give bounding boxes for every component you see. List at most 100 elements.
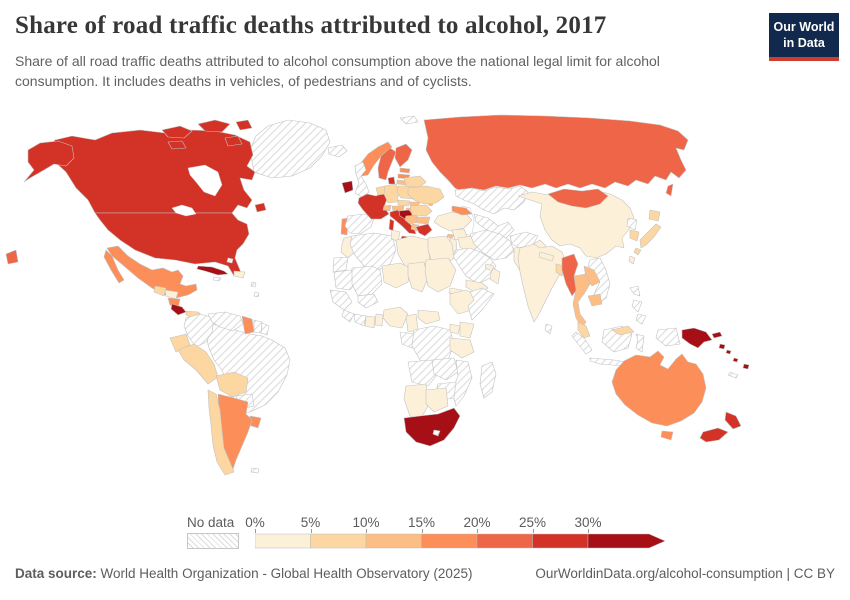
owid-url-text[interactable]: OurWorldinData.org/alcohol-consumption |… bbox=[535, 566, 835, 581]
country-solomon-islands[interactable] bbox=[718, 343, 726, 350]
country-sri-lanka[interactable] bbox=[544, 323, 553, 335]
country-caucasus[interactable] bbox=[451, 205, 473, 216]
country-estonia[interactable] bbox=[399, 167, 411, 174]
country-russia-sakhalin[interactable] bbox=[665, 183, 674, 197]
country-canada[interactable] bbox=[44, 129, 256, 214]
country-kazakhstan[interactable] bbox=[454, 185, 529, 215]
country-uganda[interactable] bbox=[449, 323, 461, 335]
country-belarus[interactable] bbox=[403, 175, 427, 188]
country-south-korea[interactable] bbox=[629, 229, 640, 242]
country-nigeria[interactable] bbox=[382, 306, 409, 329]
country-philippines[interactable] bbox=[635, 313, 647, 325]
country-uae[interactable] bbox=[484, 263, 495, 272]
country-ukraine[interactable] bbox=[407, 185, 445, 205]
country-solomon-islands[interactable] bbox=[725, 349, 732, 355]
country-philippines[interactable] bbox=[631, 299, 643, 313]
country-greenland[interactable] bbox=[249, 119, 331, 179]
country-lesser-antilles[interactable] bbox=[250, 281, 257, 288]
country-malaysia-borneo[interactable] bbox=[611, 325, 635, 336]
country-guyana[interactable] bbox=[241, 315, 255, 335]
country-suriname[interactable] bbox=[253, 319, 263, 334]
country-new-caledonia[interactable] bbox=[727, 371, 739, 379]
country-sierra-leone-liberia[interactable] bbox=[341, 309, 355, 323]
legend-band-15%-20%[interactable]: 15%-20% bbox=[421, 533, 478, 549]
country-new-zealand-north[interactable] bbox=[724, 411, 742, 430]
country-bolivia[interactable] bbox=[215, 371, 249, 398]
country-gabon-congo[interactable] bbox=[399, 331, 415, 349]
country-russia-wrap[interactable] bbox=[5, 249, 19, 265]
country-png-islands[interactable] bbox=[711, 331, 723, 339]
country-indonesia-papua[interactable] bbox=[655, 327, 681, 347]
country-greece[interactable] bbox=[415, 223, 433, 237]
country-new-zealand-south[interactable] bbox=[699, 427, 729, 443]
country-taiwan[interactable] bbox=[628, 255, 636, 265]
legend-band-0%-5%[interactable]: 0%-5% bbox=[255, 533, 311, 549]
country-chad[interactable] bbox=[407, 261, 429, 293]
country-brazil[interactable] bbox=[205, 321, 291, 415]
legend-band-25%-30%[interactable]: 25%-30% bbox=[532, 533, 589, 549]
country-germany[interactable] bbox=[383, 183, 400, 204]
country-mexico-baja[interactable] bbox=[103, 249, 125, 284]
country-niger[interactable] bbox=[381, 262, 411, 289]
legend-band->30%[interactable]: >30% bbox=[587, 533, 666, 549]
country-mozambique[interactable] bbox=[451, 359, 473, 407]
country-jamaica[interactable] bbox=[212, 276, 222, 282]
country-kenya[interactable] bbox=[459, 321, 475, 339]
country-algeria[interactable] bbox=[349, 232, 397, 271]
country-cambodia[interactable] bbox=[587, 293, 603, 307]
country-russia[interactable] bbox=[423, 114, 689, 193]
country-north-korea[interactable] bbox=[626, 217, 638, 231]
country-canada-island[interactable] bbox=[197, 119, 231, 133]
country-mexico[interactable] bbox=[106, 245, 198, 299]
country-svalbard[interactable] bbox=[399, 115, 419, 125]
country-sweden[interactable] bbox=[377, 147, 397, 181]
country-nepal[interactable] bbox=[538, 251, 555, 262]
country-uk[interactable] bbox=[354, 161, 370, 198]
country-french-guiana[interactable] bbox=[260, 322, 270, 336]
country-philippines[interactable] bbox=[629, 285, 641, 297]
country-canada-island[interactable] bbox=[161, 125, 193, 139]
country-guatemala[interactable] bbox=[153, 285, 167, 297]
legend-band-10%-15%[interactable]: 10%-15% bbox=[365, 533, 422, 549]
country-zambia[interactable] bbox=[431, 357, 459, 381]
country-mongolia[interactable] bbox=[547, 188, 609, 209]
country-costa-rica[interactable] bbox=[170, 303, 187, 316]
country-indonesia-sulawesi[interactable] bbox=[635, 333, 645, 353]
country-falkland-islands[interactable] bbox=[250, 467, 260, 474]
country-togo-benin[interactable] bbox=[374, 313, 384, 327]
country-madagascar[interactable] bbox=[479, 361, 497, 399]
country-canada-newfoundland[interactable] bbox=[254, 202, 267, 213]
country-canada-island[interactable] bbox=[224, 135, 243, 147]
country-japan-honshu[interactable] bbox=[639, 223, 662, 249]
country-south-africa[interactable] bbox=[403, 407, 461, 447]
country-thailand[interactable] bbox=[572, 273, 591, 329]
country-vanuatu[interactable] bbox=[732, 357, 739, 363]
country-iran[interactable] bbox=[469, 229, 515, 261]
country-australia-tasmania[interactable] bbox=[660, 430, 674, 441]
country-malaysia[interactable] bbox=[577, 321, 591, 339]
country-oman[interactable] bbox=[489, 267, 501, 285]
country-central-african-republic[interactable] bbox=[417, 309, 441, 325]
legend-band-20%-25%[interactable]: 20%-25% bbox=[476, 533, 533, 549]
legend-no-data-swatch[interactable] bbox=[187, 533, 239, 549]
owid-logo[interactable]: Our World in Data bbox=[769, 13, 839, 62]
country-bulgaria[interactable] bbox=[415, 216, 431, 225]
country-lesser-antilles[interactable] bbox=[253, 291, 260, 298]
country-denmark[interactable] bbox=[387, 176, 396, 185]
country-iceland[interactable] bbox=[327, 144, 348, 158]
country-burkina-faso[interactable] bbox=[357, 293, 379, 309]
legend-band-5%-10%[interactable]: 5%-10% bbox=[310, 533, 367, 549]
country-india[interactable] bbox=[517, 243, 567, 323]
country-mali[interactable] bbox=[351, 265, 383, 297]
country-japan-kyushu[interactable] bbox=[633, 247, 642, 256]
country-cuba[interactable] bbox=[196, 265, 229, 276]
country-botswana[interactable] bbox=[425, 387, 449, 413]
country-bahamas[interactable] bbox=[226, 257, 234, 264]
country-australia[interactable] bbox=[611, 350, 707, 427]
country-finland[interactable] bbox=[394, 143, 413, 168]
country-cyprus[interactable] bbox=[446, 233, 455, 239]
country-canada-island[interactable] bbox=[235, 119, 253, 131]
country-colombia[interactable] bbox=[183, 313, 215, 348]
country-lesotho[interactable] bbox=[432, 429, 441, 437]
country-ivory-coast[interactable] bbox=[353, 313, 367, 327]
